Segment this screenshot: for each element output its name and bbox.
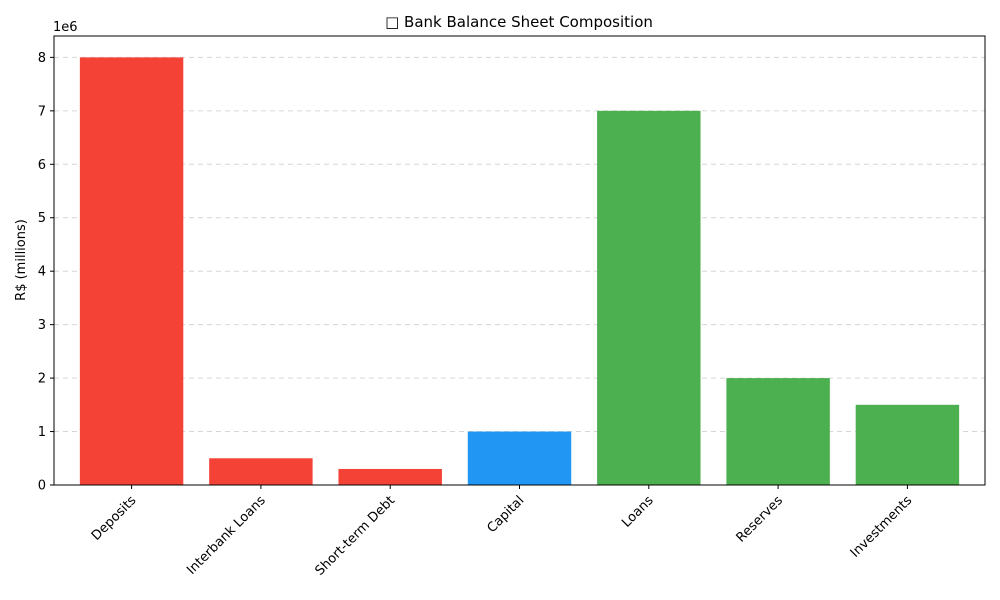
- y-axis-offset-text: 1e6: [53, 20, 78, 35]
- bar-capital: [467, 431, 572, 485]
- y-tick-label: 8: [38, 51, 46, 66]
- chart-title: □ Bank Balance Sheet Composition: [385, 13, 653, 31]
- x-tick-label: Loans: [619, 493, 657, 531]
- bar-reserves: [726, 378, 830, 485]
- y-tick-label: 0: [38, 479, 46, 494]
- y-axis-ticks: 0 1 2 3 4 5 6 7 8: [38, 51, 54, 494]
- bar-loans: [597, 110, 701, 485]
- y-tick-label: 4: [38, 265, 46, 280]
- y-tick-label: 7: [38, 104, 46, 119]
- x-axis-ticks: Deposits Interbank Loans Short-term Debt Ca…: [89, 485, 916, 579]
- y-tick-label: 1: [38, 425, 46, 440]
- grid-lines: [54, 56, 985, 433]
- y-tick-label: 6: [38, 158, 46, 173]
- bar-investments: [855, 404, 960, 485]
- y-tick-label: 2: [38, 372, 46, 387]
- x-tick-label: Reserves: [734, 493, 787, 546]
- bar-interbank-loans: [209, 458, 313, 485]
- x-tick-label: Interbank Loans: [184, 493, 269, 578]
- x-tick-label: Investments: [848, 493, 916, 561]
- x-tick-label: Capital: [484, 493, 527, 536]
- y-tick-label: 3: [38, 318, 46, 333]
- bar-short-term-debt: [338, 468, 442, 485]
- y-tick-label: 5: [38, 211, 46, 226]
- x-tick-label: Short-term Debt: [312, 493, 398, 579]
- bar-deposits: [79, 57, 184, 485]
- x-tick-label: Deposits: [89, 493, 140, 544]
- bars: [79, 57, 960, 485]
- y-axis-label: R$ (millions): [14, 219, 29, 301]
- plot-frame: [53, 35, 986, 486]
